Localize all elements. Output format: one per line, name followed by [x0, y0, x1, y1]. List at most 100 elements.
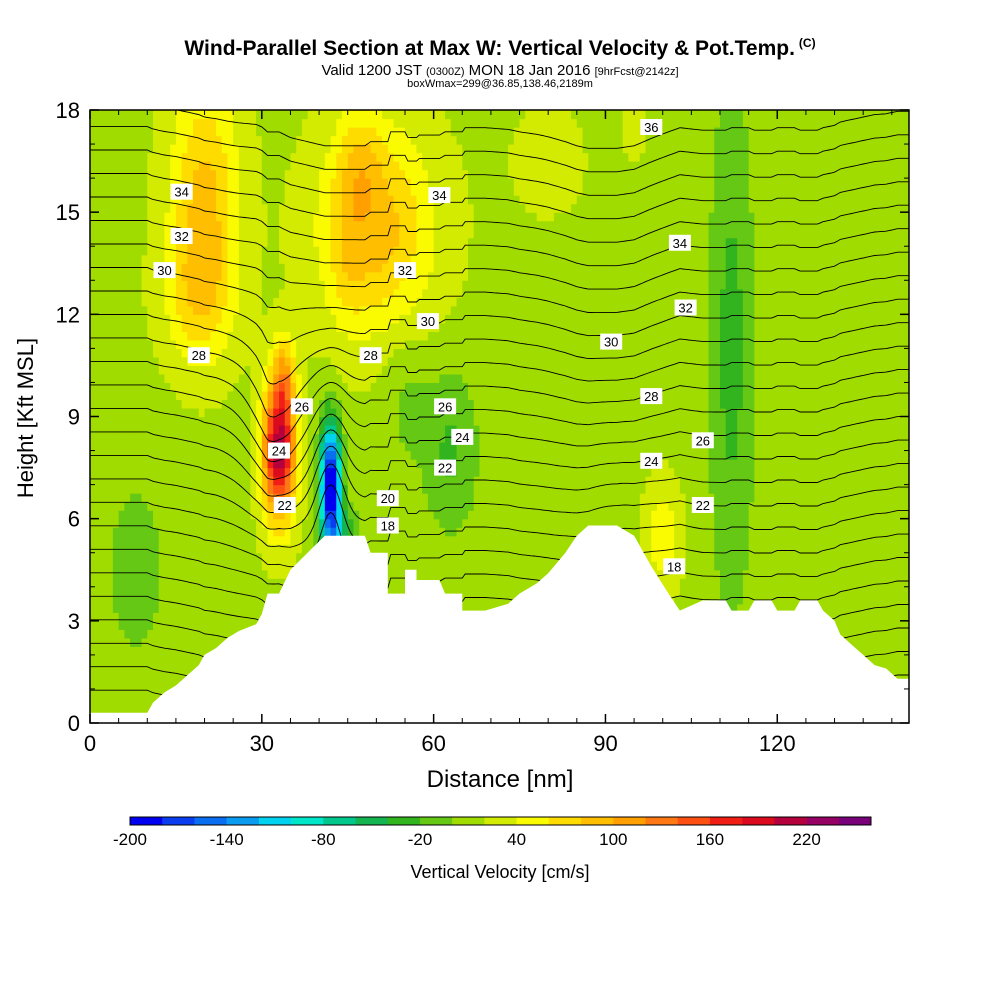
y-tick-label: 9	[68, 405, 80, 430]
colorbar-tick-label: 40	[507, 830, 526, 849]
contour-label: 34	[673, 236, 687, 251]
colorbar-swatch	[806, 817, 840, 825]
colorbar-swatch	[581, 817, 614, 825]
colorbar-swatch	[548, 817, 582, 825]
copyright-mark: (C)	[798, 36, 816, 50]
contour-label: 24	[455, 430, 469, 445]
contour-label-bg	[668, 234, 691, 251]
colorbar-tick-label: -140	[210, 830, 244, 849]
contour-label-bg	[153, 262, 176, 279]
contour-label-bg	[663, 558, 686, 575]
colorbar-swatch	[162, 817, 195, 825]
contour-label-bg	[290, 398, 313, 415]
contour-label-bg	[376, 517, 399, 534]
y-axis-label: Height [Kft MSL]	[13, 337, 38, 499]
colorbar-swatch	[838, 817, 872, 825]
colorbar-tick-label: -200	[113, 830, 147, 849]
contour-label-bg	[691, 497, 714, 513]
colorbar-swatch	[645, 817, 678, 825]
contour-label-bg	[273, 497, 296, 513]
colorbar-swatch	[323, 817, 356, 825]
colorbar-swatch	[774, 817, 807, 825]
colorbar-swatch	[419, 817, 453, 825]
contour-labels: 36 34 34 32 32 34 30 32 30 30 28 28 28 26 26 24 26 24 22 24…	[153, 119, 714, 575]
contour-label: 26	[295, 399, 309, 414]
colorbar-swatch	[130, 817, 163, 825]
colorbar: -200 -140 -80 -20 40 100 160 220	[113, 816, 872, 849]
colorbar-swatch	[677, 817, 711, 825]
colorbar-swatch	[613, 817, 646, 825]
contour-label-bg	[428, 187, 451, 204]
colorbar-swatch	[226, 817, 260, 825]
colorbar-swatch	[484, 817, 517, 825]
contour-label-bg	[600, 333, 623, 350]
contour-label: 28	[644, 389, 658, 404]
contour-label-bg	[451, 428, 474, 445]
contour-label: 26	[438, 399, 452, 414]
contour-label: 34	[432, 188, 446, 203]
colorbar-tick-label: 220	[792, 830, 820, 849]
contour-label: 24	[272, 444, 286, 459]
contour-label: 20	[381, 491, 395, 506]
contour-label-bg	[359, 347, 382, 364]
chart-title: Wind-Parallel Section at Max W: Vertical…	[184, 36, 816, 60]
contour-label: 34	[174, 185, 188, 200]
contour-label: 24	[644, 454, 658, 469]
contour-label-bg	[434, 398, 457, 415]
x-tick-label: 60	[421, 731, 445, 756]
contour-label-bg	[674, 299, 697, 316]
y-tick-label: 18	[56, 98, 80, 123]
contour-label: 30	[421, 314, 435, 329]
y-tick-label: 15	[56, 200, 80, 225]
contour-label: 22	[438, 461, 452, 476]
colorbar-swatch	[355, 817, 389, 825]
contour-label-bg	[640, 452, 663, 469]
contour-label: 18	[381, 519, 395, 534]
colorbar-swatch	[258, 817, 292, 825]
contour-label-bg	[394, 262, 416, 279]
chart-subtitle: Valid 1200 JST (0300Z) MON 18 Jan 2016 […	[321, 62, 679, 79]
x-axis-label: Distance [nm]	[426, 766, 574, 793]
terrain-profile	[90, 525, 909, 723]
colorbar-swatch	[194, 817, 227, 825]
y-tick-label: 12	[56, 302, 80, 327]
contour-label-bg	[691, 432, 714, 449]
contour-label-bg	[416, 313, 439, 330]
contour-label: 30	[157, 263, 171, 278]
terrain	[90, 525, 909, 723]
y-tick-label: 6	[68, 507, 80, 532]
contour-label: 26	[696, 433, 710, 448]
colorbar-tick-label: 160	[696, 830, 724, 849]
contour-label: 22	[277, 498, 291, 513]
x-tick-label: 90	[593, 731, 617, 756]
contour-label: 28	[363, 348, 377, 363]
colorbar-swatch	[742, 817, 775, 825]
colorbar-swatch	[452, 817, 485, 825]
contour-label: 18	[667, 559, 681, 574]
contour-label-bg	[170, 183, 193, 200]
contour-label: 30	[604, 335, 618, 350]
colorbar-swatch	[709, 817, 743, 825]
colorbar-tick-label: -20	[408, 830, 433, 849]
contour-label: 32	[174, 229, 188, 244]
colorbar-swatch	[516, 817, 550, 825]
contour-label-bg	[640, 119, 663, 135]
y-tick-label: 3	[68, 609, 80, 634]
contour-label: 28	[192, 348, 206, 363]
contour-label-bg	[187, 347, 210, 364]
x-tick-label: 120	[759, 731, 796, 756]
x-tick-label: 0	[84, 731, 96, 756]
contour-label: 22	[696, 498, 710, 513]
y-tick-label: 0	[68, 711, 80, 736]
colorbar-tick-label: -80	[311, 830, 336, 849]
x-tick-label: 30	[250, 731, 274, 756]
box-info: boxWmax=299@36.85,138.46,2189m	[407, 78, 593, 90]
contour-label-bg	[640, 388, 663, 405]
contour-label-bg	[170, 228, 193, 244]
colorbar-swatch	[387, 817, 421, 825]
contour-label: 36	[644, 120, 658, 135]
contour-label-bg	[268, 442, 290, 459]
colorbar-swatch	[291, 817, 324, 825]
